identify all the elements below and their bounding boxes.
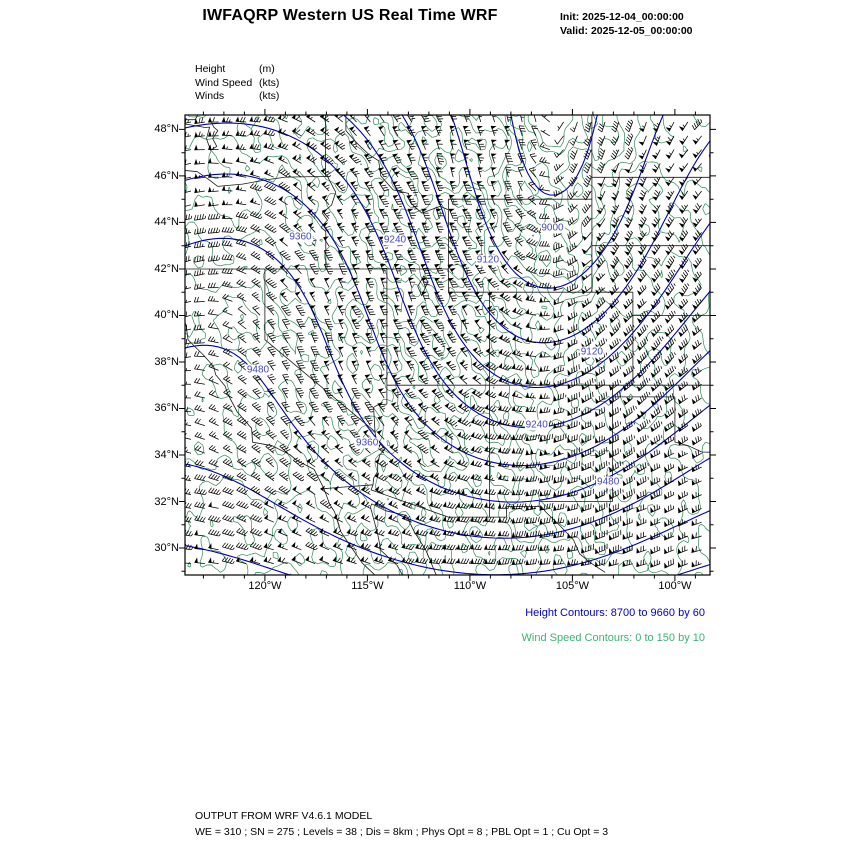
y-tick-label: 40°N (154, 309, 179, 322)
map-canvas (179, 109, 716, 581)
height-contours-caption: Height Contours: 8700 to 9660 by 60 (525, 607, 705, 619)
x-tick-label: 105°W (555, 580, 589, 592)
x-tick-label: 115°W (351, 580, 384, 592)
legend-field-unit: (kts) (259, 76, 280, 89)
init-label: Init: (560, 11, 580, 23)
init-value: 2025-12-04_00:00:00 (582, 11, 684, 23)
y-tick-label: 34°N (154, 449, 179, 461)
valid-label: Valid: (560, 24, 589, 37)
x-tick-label: 110°W (453, 580, 487, 592)
legend-row-winds: Winds (kts) (195, 90, 279, 104)
legend-row-height: Height (m) (195, 63, 279, 77)
y-tick-label: 46°N (154, 169, 179, 182)
field-legend: Height (m) Wind Speed (kts) Winds (kts) (195, 63, 279, 104)
y-tick-label: 32°N (154, 495, 179, 508)
y-tick-label: 42°N (154, 262, 179, 275)
y-tick-label: 48°N (154, 123, 179, 136)
valid-line: Valid: 2025-12-05_00:00:00 (560, 25, 693, 39)
wind-contours-caption: Wind Speed Contours: 0 to 150 by 10 (521, 632, 705, 644)
legend-field-name: Wind Speed (195, 76, 253, 89)
y-tick-label: 36°N (154, 402, 179, 415)
namelist-line: WE = 310 ; SN = 275 ; Levels = 38 ; Dis … (195, 826, 609, 838)
x-tick-label: 100°W (658, 580, 692, 592)
valid-value: 2025-12-05_00:00:00 (590, 24, 693, 37)
legend-field-unit: (m) (259, 63, 275, 75)
y-tick-label: 30°N (154, 542, 179, 555)
legend-row-windspeed: Wind Speed (kts) (195, 77, 279, 91)
y-tick-label: 44°N (154, 216, 179, 229)
page-title: IWFAQRP Western US Real Time WRF (202, 7, 498, 24)
run-info: Init: 2025-12-04_00:00:00 Valid: 2025-12… (560, 11, 693, 38)
legend-field-name: Winds (195, 90, 225, 102)
x-tick-label: 120°W (248, 580, 282, 592)
map-plot-area: 48°N 46°N 44°N 42°N 40°N 38°N 36°N 34°N 32°N 30°N… (154, 109, 716, 592)
y-tick-label: 38°N (154, 355, 179, 368)
model-output-line: OUTPUT FROM WRF V4.6.1 MODEL (195, 810, 373, 822)
legend-field-unit: (kts) (259, 90, 280, 102)
init-line: Init: 2025-12-04_00:00:00 (560, 11, 693, 25)
legend-field-name: Height (195, 63, 226, 75)
